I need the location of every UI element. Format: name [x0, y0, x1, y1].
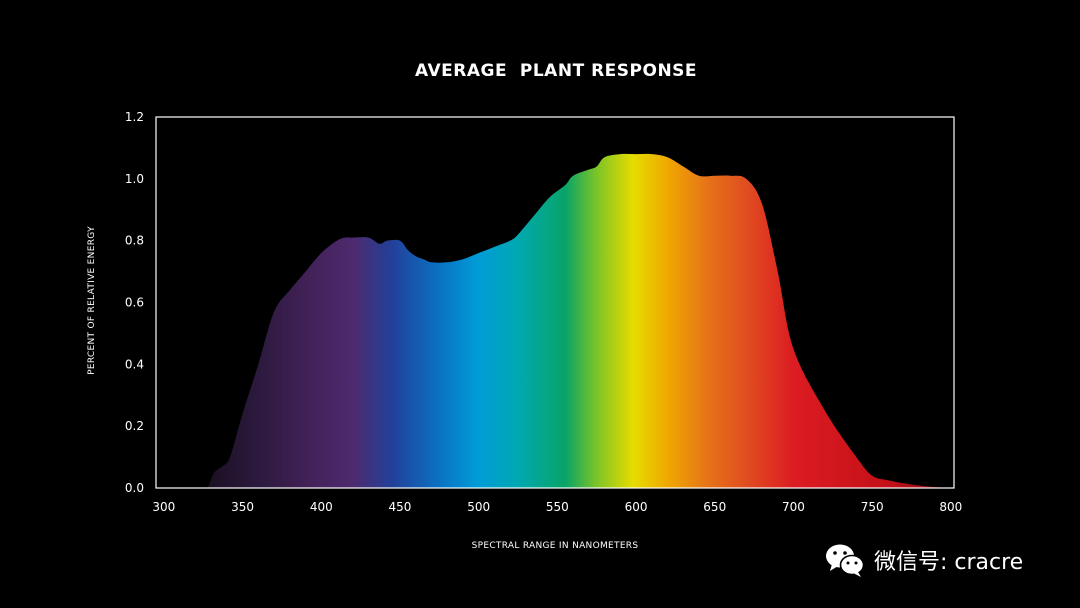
y-axis-ticks: 0.0 0.2 0.4 0.6 0.8 1.0 1.2	[125, 110, 144, 495]
y-tick-label: 1.2	[125, 110, 144, 124]
x-tick-label: 750	[861, 500, 884, 514]
x-tick-label: 500	[467, 500, 490, 514]
wechat-icon	[826, 544, 865, 577]
watermark: 微信号: cracre	[824, 540, 1023, 580]
x-tick-label: 350	[231, 500, 254, 514]
y-tick-label: 0.6	[125, 296, 144, 310]
x-tick-label: 450	[389, 500, 412, 514]
y-tick-label: 1.0	[125, 172, 144, 186]
chart-title: AVERAGE PLANT RESPONSE	[414, 61, 698, 81]
x-axis-ticks: 300 350 400 450 500 550 600 650 700 750 800	[152, 500, 962, 514]
y-tick-label: 0.8	[125, 234, 144, 248]
x-tick-label: 700	[782, 500, 805, 514]
x-tick-label: 550	[546, 500, 569, 514]
spectrum-area	[207, 153, 951, 488]
x-axis-label: SPECTRAL RANGE IN NANOMETERS	[472, 541, 639, 551]
y-axis-label: PERCENT OF RELATIVE ENERGY	[87, 226, 97, 375]
x-tick-label: 650	[703, 500, 726, 514]
watermark-text: 微信号: cracre	[874, 550, 1024, 575]
x-tick-label: 800	[939, 500, 962, 514]
plot-frame	[155, 116, 955, 489]
x-tick-label: 300	[152, 500, 175, 514]
y-tick-label: 0.2	[125, 419, 144, 433]
x-tick-label: 600	[625, 500, 648, 514]
x-tick-label: 400	[310, 500, 333, 514]
y-tick-label: 0.0	[125, 481, 144, 495]
y-tick-label: 0.4	[125, 357, 144, 371]
